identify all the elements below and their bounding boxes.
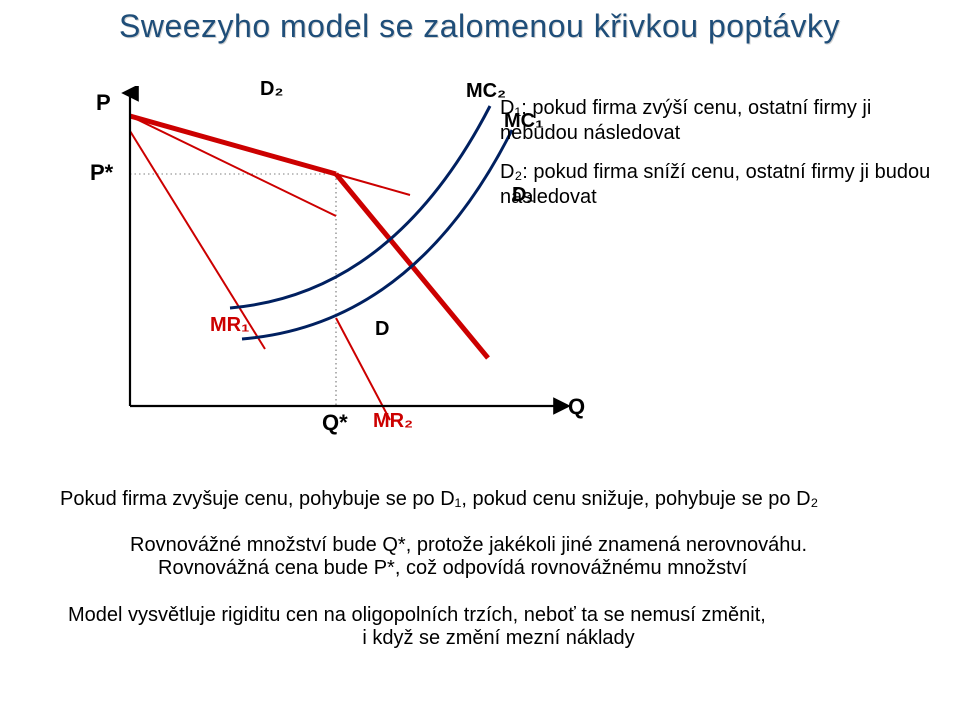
d2-label: D₂: [260, 78, 283, 101]
note-d2-text: : pokud firma sníží cenu, ostatní firmy …: [500, 161, 930, 208]
mc2-curve: [230, 106, 490, 308]
mr1-label: MR₁: [210, 314, 249, 337]
note-d1-head: D₁: [500, 97, 521, 119]
slide-title: Sweezyho model se zalomenou křivkou popt…: [0, 8, 959, 45]
notes-block: D₁: pokud firma zvýší cenu, ostatní firm…: [500, 96, 940, 224]
caption-3a: Model vysvětluje rigiditu cen na oligopo…: [68, 604, 959, 627]
note-d2: D₂: pokud firma sníží cenu, ostatní firm…: [500, 160, 940, 210]
y-axis-label: P: [96, 90, 111, 116]
note-d1: D₁: pokud firma zvýší cenu, ostatní firm…: [500, 96, 940, 146]
note-d1-text: : pokud firma zvýší cenu, ostatní firmy …: [500, 97, 871, 144]
caption-2a: Rovnovážné množství bude Q*, protože jak…: [130, 534, 959, 557]
caption-3: Model vysvětluje rigiditu cen na oligopo…: [68, 604, 959, 650]
d-curve-label: D: [375, 318, 389, 341]
note-d2-head: D₂: [500, 161, 522, 183]
qstar-label: Q*: [322, 410, 348, 436]
caption-3b: i když se změní mezní náklady: [38, 627, 959, 650]
caption-1: Pokud firma zvyšuje cenu, pohybuje se po…: [60, 488, 959, 511]
caption-2: Rovnovážné množství bude Q*, protože jak…: [130, 534, 959, 580]
mr2-label: MR₂: [373, 410, 413, 433]
caption-2b: Rovnovážná cena bude P*, což odpovídá ro…: [158, 557, 959, 580]
x-axis-label: Q: [568, 394, 585, 420]
pstar-label: P*: [90, 160, 113, 186]
